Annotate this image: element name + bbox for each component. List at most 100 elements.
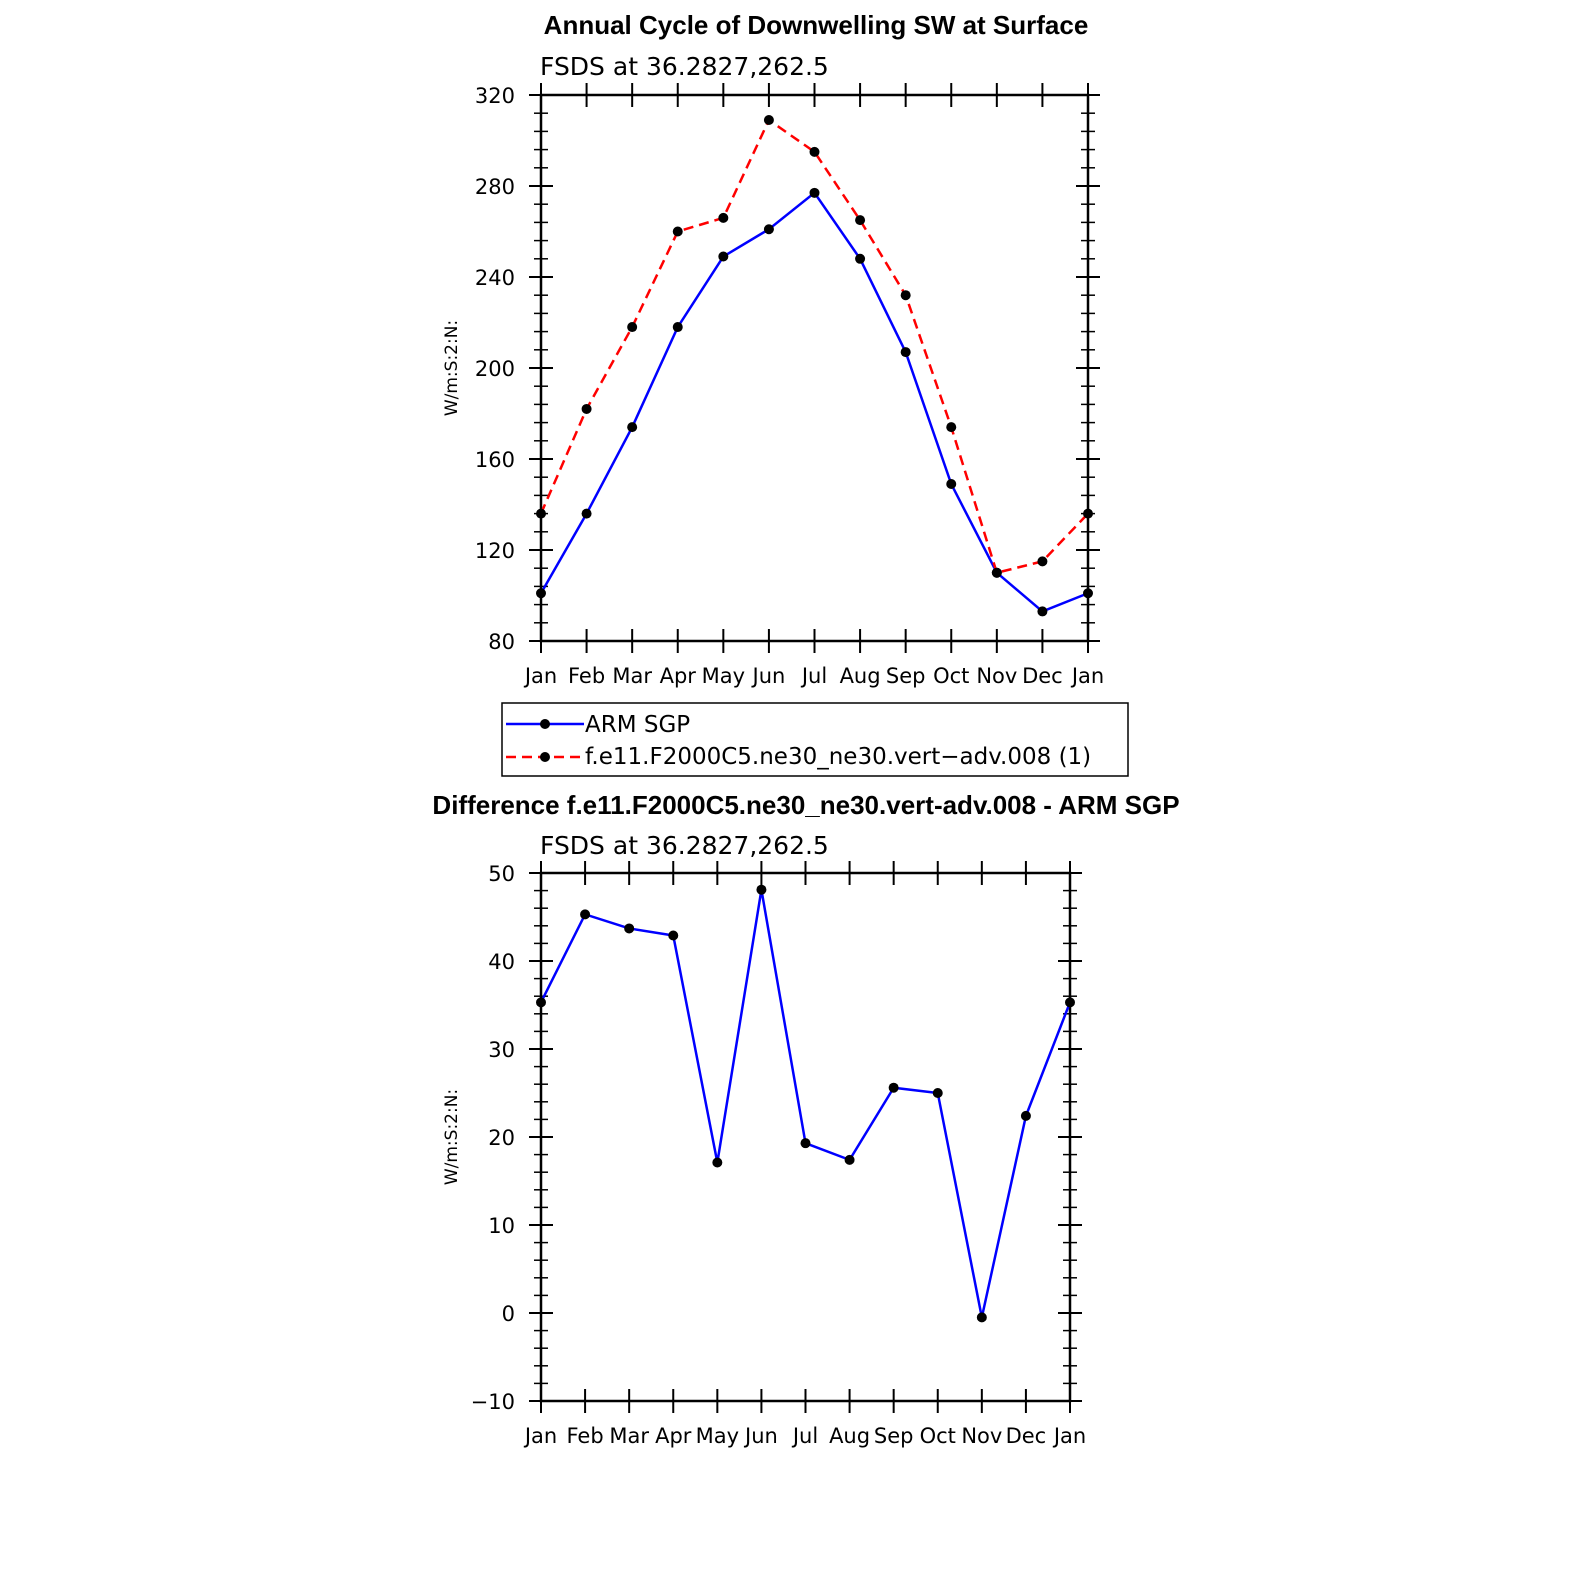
data-point xyxy=(580,909,591,920)
y-tick-label: 80 xyxy=(488,630,515,654)
data-point xyxy=(581,403,592,414)
data-point xyxy=(809,187,820,198)
x-tick-label: Jun xyxy=(751,664,786,688)
data-point xyxy=(946,479,957,490)
y-axis-label: W/m:S:2:N: xyxy=(442,1089,462,1185)
data-point xyxy=(855,215,866,226)
chart-title: Difference f.e11.F2000C5.ne30_ne30.vert-… xyxy=(432,790,1179,820)
x-tick-label: Jun xyxy=(743,1424,778,1448)
data-point xyxy=(756,884,767,895)
x-tick-label: Mar xyxy=(609,1424,649,1448)
data-point xyxy=(844,1154,855,1165)
data-point xyxy=(809,146,820,157)
y-tick-label: 20 xyxy=(488,1126,515,1150)
x-tick-label: Sep xyxy=(886,664,926,688)
legend-marker-arm xyxy=(540,719,550,729)
y-tick-label: 320 xyxy=(475,84,515,108)
y-tick-label: 200 xyxy=(475,357,515,381)
data-point xyxy=(718,212,729,223)
data-point xyxy=(900,347,911,358)
legend-marker-model xyxy=(540,752,550,762)
x-tick-label: Dec xyxy=(1022,664,1063,688)
series-group xyxy=(536,884,1075,1323)
y-tick-label: 30 xyxy=(488,1038,515,1062)
data-point xyxy=(976,1312,987,1323)
y-tick-label: 50 xyxy=(488,862,515,886)
x-tick-label: Sep xyxy=(874,1424,914,1448)
data-point xyxy=(991,567,1002,578)
chart-title: Annual Cycle of Downwelling SW at Surfac… xyxy=(544,10,1089,40)
x-tick-labels: Jan Feb Mar Apr May Jun Jul Aug Sep Oct Nov Dec Jan xyxy=(523,664,1104,688)
data-point xyxy=(800,1138,811,1149)
x-tick-label: Jan xyxy=(1052,1424,1086,1448)
series-group xyxy=(536,115,1093,617)
data-point xyxy=(1020,1110,1031,1121)
data-point xyxy=(672,226,683,237)
x-tick-label: Mar xyxy=(612,664,652,688)
data-point xyxy=(672,322,683,333)
y-tick-labels: −10 0 10 20 30 40 50 xyxy=(471,862,515,1414)
x-tick-label: Feb xyxy=(566,1424,603,1448)
chart-subtitle: FSDS at 36.2827,262.5 xyxy=(540,831,829,860)
x-tick-label: May xyxy=(702,664,745,688)
legend-label-model: f.e11.F2000C5.ne30_ne30.vert−adv.008 (1) xyxy=(585,744,1091,770)
data-point xyxy=(1037,556,1048,567)
y-tick-label: 10 xyxy=(488,1214,515,1238)
data-point xyxy=(668,930,679,941)
data-point xyxy=(888,1082,899,1093)
x-tick-label: Apr xyxy=(655,1424,692,1448)
y-tick-label: 280 xyxy=(475,175,515,199)
x-tick-label: Jul xyxy=(791,1424,818,1448)
y-tick-label: 120 xyxy=(475,539,515,563)
legend-label-arm: ARM SGP xyxy=(585,712,690,738)
legend: ARM SGP f.e11.F2000C5.ne30_ne30.vert−adv… xyxy=(501,702,1129,777)
data-point xyxy=(536,508,546,519)
series-line-0 xyxy=(539,191,1089,613)
x-tick-label: Jul xyxy=(800,664,827,688)
data-point xyxy=(624,923,635,934)
series-line-0 xyxy=(539,889,1072,1318)
x-tick-label: Oct xyxy=(933,664,969,688)
x-tick-label: Jan xyxy=(1070,664,1104,688)
y-tick-label: 160 xyxy=(475,448,515,472)
annual-cycle-chart: Annual Cycle of Downwelling SW at Surfac… xyxy=(442,10,1129,777)
data-point xyxy=(581,508,592,519)
x-tick-label: Jan xyxy=(523,664,557,688)
data-point xyxy=(763,115,774,126)
y-tick-label: −10 xyxy=(471,1390,515,1414)
data-point xyxy=(627,322,638,333)
y-tick-label: 0 xyxy=(502,1302,515,1326)
data-point xyxy=(855,253,866,264)
plot-frame xyxy=(539,93,1090,643)
data-point xyxy=(900,290,911,301)
data-point xyxy=(946,422,957,433)
plot-frame xyxy=(539,871,1072,1403)
chart-subtitle: FSDS at 36.2827,262.5 xyxy=(540,52,829,81)
x-tick-label: Apr xyxy=(660,664,697,688)
x-tick-label: Jan xyxy=(523,1424,557,1448)
axes-ticks xyxy=(529,83,1100,653)
x-tick-label: May xyxy=(696,1424,739,1448)
data-point xyxy=(627,422,638,433)
data-point xyxy=(1083,588,1093,599)
data-point xyxy=(536,588,546,599)
x-tick-label: Feb xyxy=(568,664,605,688)
x-tick-label: Aug xyxy=(829,1424,870,1448)
data-point xyxy=(536,997,546,1008)
data-point xyxy=(932,1088,943,1098)
y-tick-label: 240 xyxy=(475,266,515,290)
x-tick-label: Nov xyxy=(961,1424,1002,1448)
data-point xyxy=(1037,606,1048,617)
data-point xyxy=(1083,508,1093,519)
data-point xyxy=(1065,997,1075,1008)
x-tick-labels: Jan Feb Mar Apr May Jun Jul Aug Sep Oct Nov Dec Jan xyxy=(523,1424,1086,1448)
difference-chart: Difference f.e11.F2000C5.ne30_ne30.vert-… xyxy=(432,790,1179,1448)
x-tick-label: Oct xyxy=(920,1424,956,1448)
x-tick-label: Nov xyxy=(976,664,1017,688)
data-point xyxy=(763,224,774,235)
data-point xyxy=(712,1157,723,1168)
y-tick-labels: 80 120 160 200 240 280 320 xyxy=(475,84,515,654)
y-tick-label: 40 xyxy=(488,950,515,974)
y-axis-label: W/m:S:2:N: xyxy=(442,320,462,416)
